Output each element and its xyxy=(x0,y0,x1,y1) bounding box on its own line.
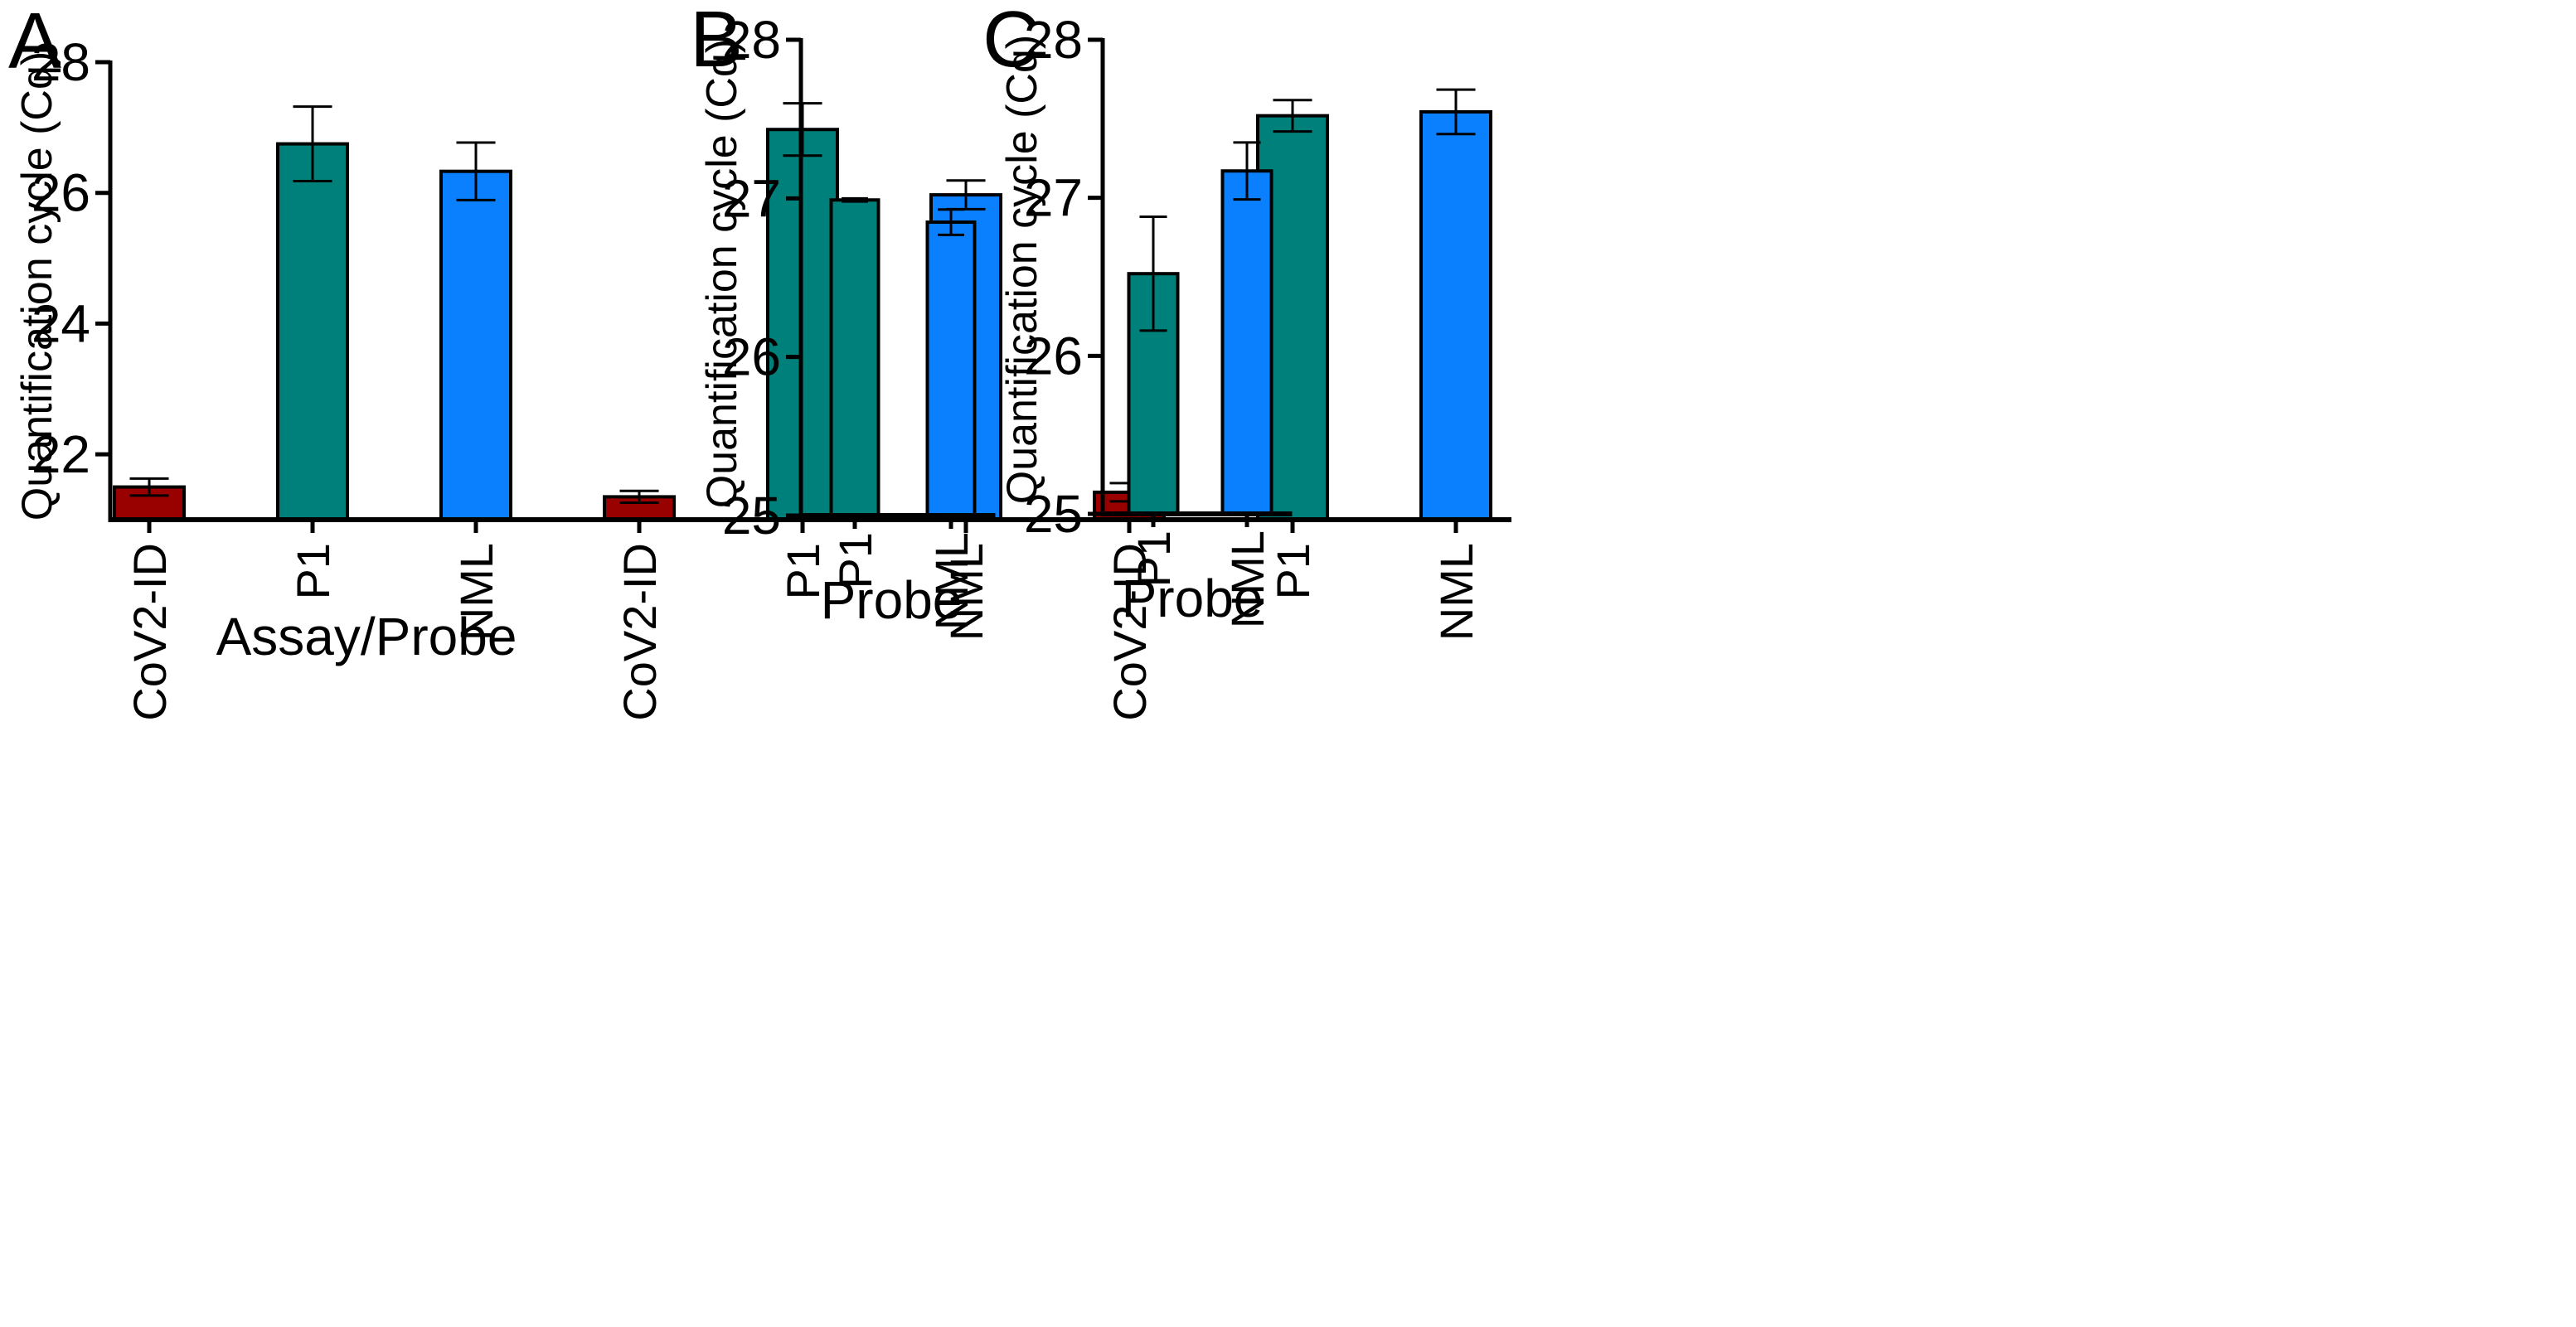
bar xyxy=(925,220,977,517)
x-axis-title: Probe xyxy=(1122,569,1264,628)
panel-letter: B xyxy=(690,0,743,84)
y-tick-label: 25 xyxy=(722,486,781,545)
x-tick-label: P1 xyxy=(1128,530,1180,588)
y-tick-label: 22 xyxy=(32,424,90,484)
bar xyxy=(1220,169,1273,516)
y-tick-label: 26 xyxy=(32,163,90,223)
x-tick-label: NML xyxy=(925,532,978,630)
y-tick-label: 28 xyxy=(1024,10,1083,70)
x-tick-label: P1 xyxy=(287,543,339,600)
x-tick-label: P1 xyxy=(829,532,881,589)
y-tick-label: 24 xyxy=(32,293,90,353)
x-tick-label: P1 xyxy=(777,543,829,600)
x-tick-label: CoV2-ID xyxy=(614,543,666,721)
x-tick-label: NML xyxy=(450,543,502,641)
panel-letter: A xyxy=(8,0,61,85)
x-tick-label: NML xyxy=(940,543,992,641)
y-tick-label: 28 xyxy=(722,10,781,70)
x-axis-title: Probe xyxy=(821,570,963,630)
y-tick-label: 26 xyxy=(1024,326,1083,385)
bar xyxy=(1419,109,1492,521)
y-axis-title: Quantification cycle (Cq) xyxy=(998,35,1046,504)
x-axis-title: Assay/Probe xyxy=(216,607,517,666)
bar xyxy=(829,198,880,517)
bar xyxy=(276,142,349,521)
y-tick-label: 26 xyxy=(722,327,781,387)
x-tick-label: P1 xyxy=(1267,543,1319,600)
y-tick-label: 25 xyxy=(1024,484,1083,544)
bar xyxy=(439,169,512,521)
y-tick-label: 28 xyxy=(32,32,90,92)
x-tick-label: NML xyxy=(1221,530,1273,628)
x-tick-label: CoV2-ID xyxy=(1104,543,1156,721)
y-axis-title: Quantification cycle (Cq) xyxy=(698,39,746,508)
panel-letter: C xyxy=(982,0,1040,84)
y-axis-title: Quantification cycle (Cq) xyxy=(13,51,61,521)
y-tick-label: 27 xyxy=(1024,168,1083,228)
x-tick-label: NML xyxy=(1430,543,1482,641)
y-tick-label: 27 xyxy=(722,168,781,228)
x-tick-label: CoV2-ID xyxy=(124,543,176,721)
